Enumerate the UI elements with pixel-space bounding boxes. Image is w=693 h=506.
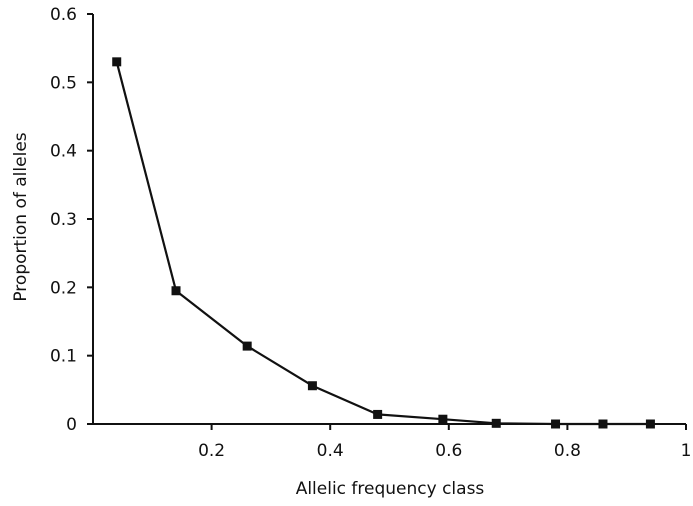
series-line [115,61,651,426]
y-axis-title: Proportion of alleles [11,132,31,301]
x-tick-label: 1 [681,441,692,461]
y-tick-label: 0 [66,415,77,435]
data-point [242,341,252,351]
y-tick-label: 0.1 [50,347,77,367]
data-point [491,418,501,428]
data-point [112,57,122,67]
x-axis-title: Allelic frequency class [296,479,485,499]
data-point [645,419,655,429]
data-point [307,381,317,391]
x-tick-label: 0.8 [554,441,581,461]
y-tick-label: 0.4 [50,142,77,162]
data-point [551,419,561,429]
y-tick-label: 0.2 [50,278,77,298]
x-tick-label: 0.6 [435,441,462,461]
axes: 0 0.1 0.2 0.3 0.4 0.5 0.6 0.2 0.4 0.6 0.8 1 [50,5,691,461]
data-point [373,409,383,419]
y-tick-label: 0.6 [50,5,77,25]
series-layer [112,57,655,429]
x-tick-label: 0.2 [198,441,225,461]
data-point [598,419,608,429]
y-tick-label: 0.3 [50,210,77,230]
x-tick-label: 0.4 [317,441,344,461]
y-tick-label: 0.5 [50,73,77,93]
data-point [171,286,181,296]
data-point [438,414,448,424]
